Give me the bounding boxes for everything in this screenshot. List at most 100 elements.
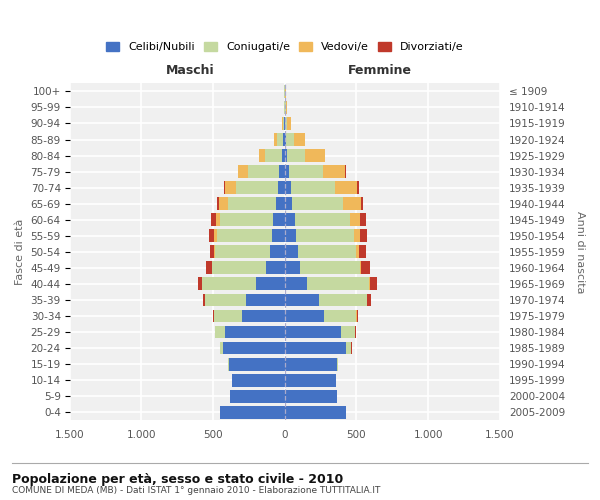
Text: Femmine: Femmine [347, 64, 412, 76]
Bar [359, 246, 366, 258]
Bar [319, 294, 367, 306]
Bar [214, 230, 217, 242]
Bar [220, 406, 285, 418]
Bar [286, 133, 294, 146]
Bar [286, 101, 287, 114]
Bar [285, 294, 319, 306]
Bar [232, 374, 285, 386]
Bar [369, 278, 370, 290]
Bar [266, 262, 285, 274]
Text: Popolazione per età, sesso e stato civile - 2010: Popolazione per età, sesso e stato civil… [12, 472, 343, 486]
Bar [307, 278, 369, 290]
Bar [242, 310, 285, 322]
Bar [210, 246, 214, 258]
Bar [230, 390, 285, 402]
Bar [282, 149, 285, 162]
Bar [285, 310, 324, 322]
Bar [285, 165, 289, 178]
Bar [277, 133, 283, 146]
Bar [343, 198, 361, 210]
Bar [285, 374, 335, 386]
Bar [285, 149, 287, 162]
Bar [198, 278, 202, 290]
Bar [285, 390, 337, 402]
Bar [283, 117, 284, 130]
Bar [274, 133, 277, 146]
Bar [238, 165, 248, 178]
Bar [229, 358, 285, 370]
Bar [323, 165, 345, 178]
Bar [346, 342, 352, 354]
Bar [217, 198, 219, 210]
Bar [300, 262, 360, 274]
Bar [202, 278, 256, 290]
Bar [287, 149, 305, 162]
Bar [356, 310, 358, 322]
Bar [361, 262, 370, 274]
Bar [248, 165, 279, 178]
Bar [278, 181, 285, 194]
Text: COMUNE DI MEDA (MB) - Dati ISTAT 1° gennaio 2010 - Elaborazione TUTTITALIA.IT: COMUNE DI MEDA (MB) - Dati ISTAT 1° genn… [12, 486, 380, 495]
Bar [272, 230, 285, 242]
Y-axis label: Fasce di età: Fasce di età [15, 218, 25, 285]
Bar [228, 198, 276, 210]
Y-axis label: Anni di nascita: Anni di nascita [575, 210, 585, 293]
Bar [337, 358, 338, 370]
Bar [296, 230, 354, 242]
Bar [291, 181, 335, 194]
Bar [305, 149, 325, 162]
Bar [215, 214, 220, 226]
Bar [341, 326, 355, 338]
Bar [206, 262, 212, 274]
Bar [246, 294, 285, 306]
Bar [215, 246, 271, 258]
Bar [360, 262, 361, 274]
Bar [345, 165, 346, 178]
Bar [285, 198, 292, 210]
Bar [335, 181, 357, 194]
Bar [256, 278, 285, 290]
Bar [354, 230, 361, 242]
Bar [279, 165, 285, 178]
Bar [276, 198, 285, 210]
Bar [219, 198, 228, 210]
Bar [292, 198, 343, 210]
Bar [224, 326, 285, 338]
Bar [214, 310, 242, 322]
Bar [285, 133, 286, 146]
Bar [298, 246, 356, 258]
Bar [295, 214, 350, 226]
Bar [285, 214, 295, 226]
Bar [283, 133, 285, 146]
Bar [367, 294, 371, 306]
Bar [236, 181, 278, 194]
Bar [287, 117, 291, 130]
Bar [203, 294, 205, 306]
Bar [285, 326, 341, 338]
Bar [284, 117, 285, 130]
Bar [285, 406, 346, 418]
Bar [285, 230, 296, 242]
Bar [350, 214, 361, 226]
Bar [282, 117, 283, 130]
Bar [370, 278, 377, 290]
Bar [285, 246, 298, 258]
Bar [220, 214, 274, 226]
Bar [211, 214, 215, 226]
Bar [274, 214, 285, 226]
Bar [361, 214, 366, 226]
Bar [214, 246, 215, 258]
Bar [285, 278, 307, 290]
Bar [265, 149, 282, 162]
Bar [217, 230, 272, 242]
Bar [294, 133, 305, 146]
Bar [224, 181, 226, 194]
Bar [361, 198, 364, 210]
Bar [223, 342, 285, 354]
Bar [259, 149, 265, 162]
Text: Maschi: Maschi [166, 64, 215, 76]
Bar [209, 230, 214, 242]
Bar [324, 310, 356, 322]
Bar [285, 262, 300, 274]
Bar [205, 294, 246, 306]
